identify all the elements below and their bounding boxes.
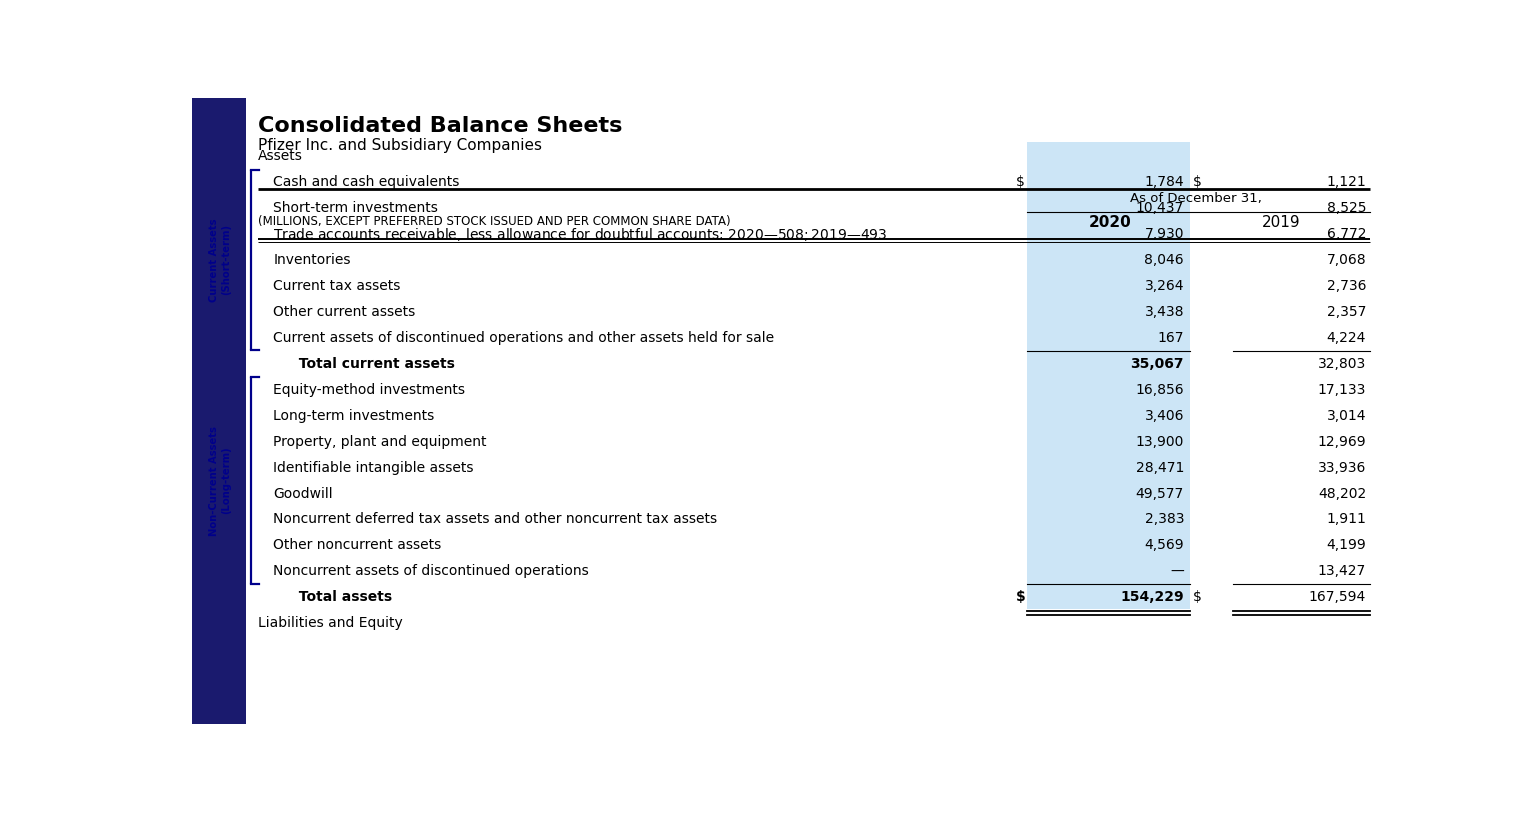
Text: $: $: [1193, 590, 1203, 604]
Text: 17,133: 17,133: [1318, 383, 1366, 396]
Text: 13,427: 13,427: [1318, 564, 1366, 579]
Text: 1,121: 1,121: [1327, 175, 1366, 189]
Text: —: —: [1170, 564, 1184, 579]
Text: 8,525: 8,525: [1327, 201, 1366, 215]
Text: Inventories: Inventories: [273, 253, 350, 267]
Text: 1,911: 1,911: [1326, 513, 1366, 527]
Text: 12,969: 12,969: [1318, 435, 1366, 449]
Text: Noncurrent deferred tax assets and other noncurrent tax assets: Noncurrent deferred tax assets and other…: [273, 513, 717, 527]
Text: 8,046: 8,046: [1144, 253, 1184, 267]
Text: 2,736: 2,736: [1327, 279, 1366, 293]
Bar: [192, 98, 246, 724]
Text: 32,803: 32,803: [1318, 357, 1366, 371]
Text: 2020: 2020: [1089, 216, 1132, 230]
Text: 1,784: 1,784: [1144, 175, 1184, 189]
Text: 2,357: 2,357: [1327, 305, 1366, 319]
Text: $: $: [1015, 590, 1026, 604]
Text: 4,569: 4,569: [1144, 538, 1184, 553]
Text: $: $: [1015, 175, 1025, 189]
Text: 167: 167: [1158, 330, 1184, 345]
Text: 3,406: 3,406: [1144, 409, 1184, 422]
Text: Current tax assets: Current tax assets: [273, 279, 401, 293]
Text: Short-term investments: Short-term investments: [273, 201, 438, 215]
Text: Pfizer Inc. and Subsidiary Companies: Pfizer Inc. and Subsidiary Companies: [258, 138, 542, 153]
Text: As of December 31,: As of December 31,: [1129, 192, 1261, 205]
Text: 4,224: 4,224: [1327, 330, 1366, 345]
Text: Identifiable intangible assets: Identifiable intangible assets: [273, 461, 475, 475]
Text: Property, plant and equipment: Property, plant and equipment: [273, 435, 487, 449]
Text: Other current assets: Other current assets: [273, 305, 416, 319]
Text: Liabilities and Equity: Liabilities and Equity: [258, 616, 402, 630]
Text: Non-Current Assets
(Long-term): Non-Current Assets (Long-term): [209, 426, 230, 536]
Text: 33,936: 33,936: [1318, 461, 1366, 475]
Text: $: $: [1193, 175, 1203, 189]
Text: 13,900: 13,900: [1135, 435, 1184, 449]
Text: Noncurrent assets of discontinued operations: Noncurrent assets of discontinued operat…: [273, 564, 590, 579]
Text: 2019: 2019: [1261, 216, 1299, 230]
Text: Other noncurrent assets: Other noncurrent assets: [273, 538, 442, 553]
Text: 7,930: 7,930: [1144, 227, 1184, 241]
Text: 10,437: 10,437: [1135, 201, 1184, 215]
Text: Current assets of discontinued operations and other assets held for sale: Current assets of discontinued operation…: [273, 330, 774, 345]
Text: 6,772: 6,772: [1327, 227, 1366, 241]
Text: 154,229: 154,229: [1120, 590, 1184, 604]
Text: Total assets: Total assets: [289, 590, 392, 604]
Text: 35,067: 35,067: [1130, 357, 1184, 371]
Text: 28,471: 28,471: [1135, 461, 1184, 475]
Text: 167,594: 167,594: [1309, 590, 1366, 604]
Text: 48,202: 48,202: [1318, 487, 1366, 501]
Text: Trade accounts receivable, less allowance for doubtful accounts: 2020—$508; 2019: Trade accounts receivable, less allowanc…: [273, 225, 888, 243]
Text: 3,264: 3,264: [1144, 279, 1184, 293]
Text: 16,856: 16,856: [1135, 383, 1184, 396]
Text: 3,438: 3,438: [1144, 305, 1184, 319]
Text: 2,383: 2,383: [1144, 513, 1184, 527]
Text: Equity-method investments: Equity-method investments: [273, 383, 465, 396]
Text: Consolidated Balance Sheets: Consolidated Balance Sheets: [258, 116, 622, 136]
Text: (MILLIONS, EXCEPT PREFERRED STOCK ISSUED AND PER COMMON SHARE DATA): (MILLIONS, EXCEPT PREFERRED STOCK ISSUED…: [258, 216, 731, 229]
Text: Assets: Assets: [258, 149, 303, 163]
Text: Goodwill: Goodwill: [273, 487, 333, 501]
Text: Long-term investments: Long-term investments: [273, 409, 435, 422]
Text: Total current assets: Total current assets: [289, 357, 455, 371]
Text: Current Assets
(Short-term): Current Assets (Short-term): [209, 218, 230, 302]
Text: Cash and cash equivalents: Cash and cash equivalents: [273, 175, 459, 189]
Text: 49,577: 49,577: [1135, 487, 1184, 501]
Bar: [1028, 142, 1190, 609]
Text: 3,014: 3,014: [1327, 409, 1366, 422]
Text: 7,068: 7,068: [1327, 253, 1366, 267]
Text: 4,199: 4,199: [1327, 538, 1366, 553]
